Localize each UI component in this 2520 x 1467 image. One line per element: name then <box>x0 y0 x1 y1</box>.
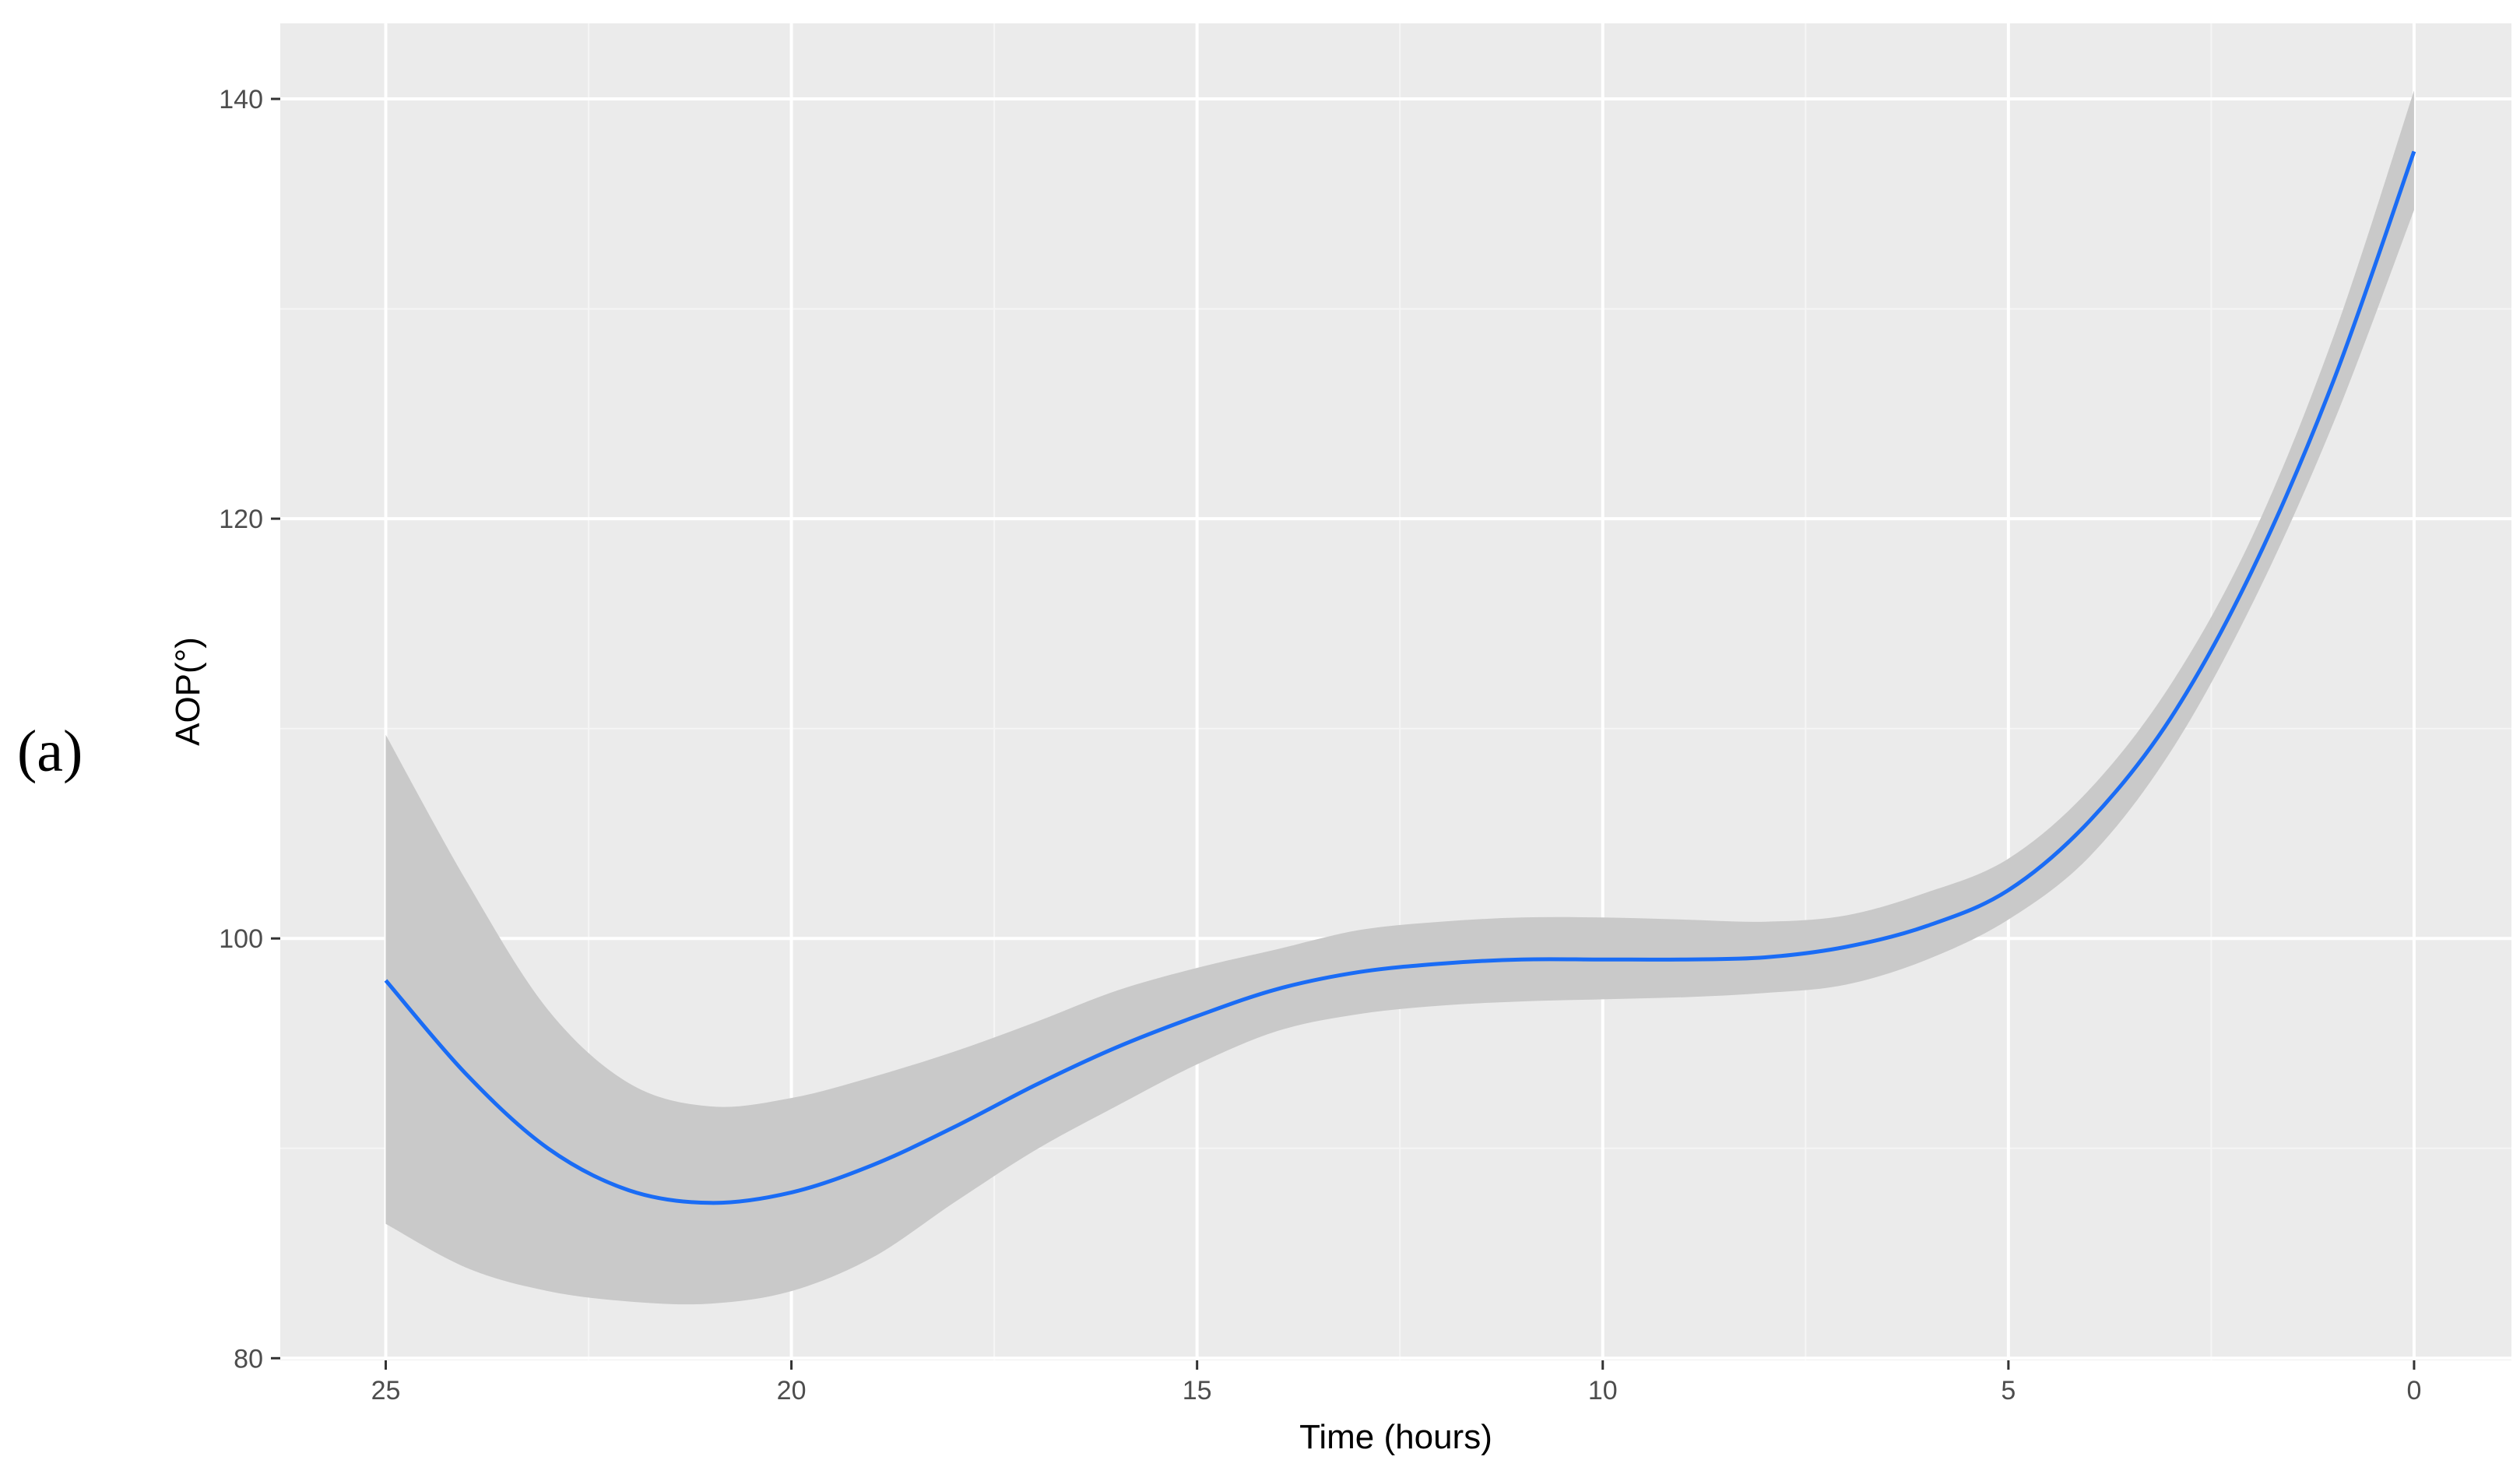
x-tick-label: 10 <box>1588 1376 1618 1405</box>
x-axis-title: Time (hours) <box>1299 1418 1492 1456</box>
x-tick-label: 15 <box>1183 1376 1212 1405</box>
y-tick-label: 120 <box>219 505 263 534</box>
y-axis-title: AOP(°) <box>169 637 207 746</box>
minor-gridlines <box>280 23 2511 1360</box>
x-axis: 25 20 15 10 5 0 <box>371 1360 2421 1405</box>
plot-area <box>280 23 2511 1360</box>
x-tick-label: 0 <box>2406 1376 2421 1405</box>
panel-label: (a) <box>17 719 83 784</box>
confidence-band <box>385 90 2414 1305</box>
fitted-line <box>384 150 2416 1205</box>
y-axis: 80 100 120 140 <box>219 85 280 1374</box>
y-tick-label: 100 <box>219 924 263 954</box>
y-tick-label: 140 <box>219 85 263 114</box>
y-tick-label: 80 <box>234 1344 263 1374</box>
x-tick-label: 20 <box>777 1376 807 1405</box>
x-tick-label: 25 <box>371 1376 401 1405</box>
x-tick-label: 5 <box>2001 1376 2016 1405</box>
